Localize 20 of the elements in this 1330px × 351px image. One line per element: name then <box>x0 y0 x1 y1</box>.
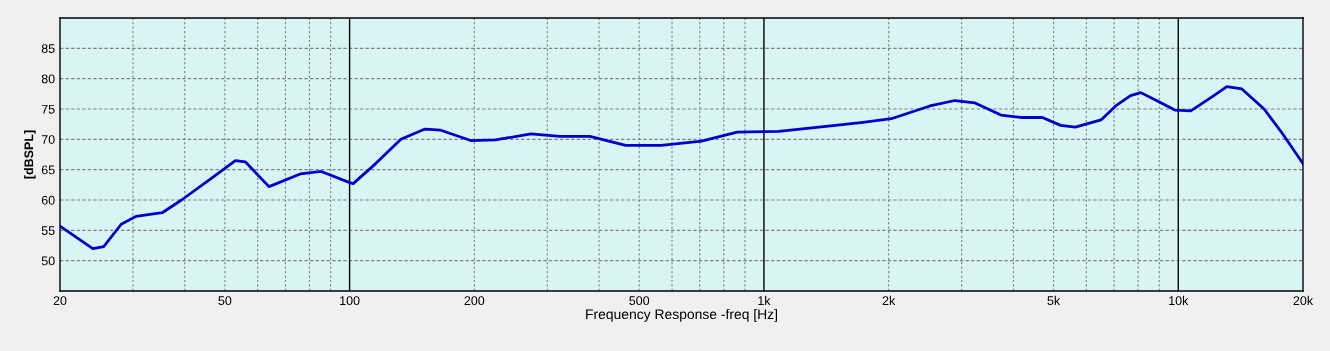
x-axis-title: Frequency Response -freq [Hz] <box>586 308 778 322</box>
x-tick-label: 100 <box>340 296 360 306</box>
y-axis-title: [dBSPL] <box>24 130 36 179</box>
y-tick-label: 80 <box>41 74 55 84</box>
x-tick-label: 2k <box>882 295 896 305</box>
x-tick-label: 10k <box>1169 295 1189 306</box>
x-tick-label: 1k <box>758 295 771 305</box>
x-tick-label: 500 <box>629 296 650 306</box>
x-tick-label: 50 <box>218 296 232 306</box>
y-tick-label: 75 <box>41 104 55 114</box>
y-tick-label: 60 <box>41 195 55 205</box>
x-tick-label: 5k <box>1047 295 1061 306</box>
y-tick-label: 65 <box>41 165 55 175</box>
x-tick-label: 200 <box>464 296 485 306</box>
x-tick-label: 20k <box>1293 295 1314 306</box>
x-tick-label: 20 <box>53 296 67 306</box>
y-tick-label: 50 <box>41 256 55 266</box>
y-tick-label: 85 <box>41 44 55 53</box>
y-tick-label: 55 <box>41 226 55 235</box>
y-tick-label: 70 <box>41 135 55 144</box>
